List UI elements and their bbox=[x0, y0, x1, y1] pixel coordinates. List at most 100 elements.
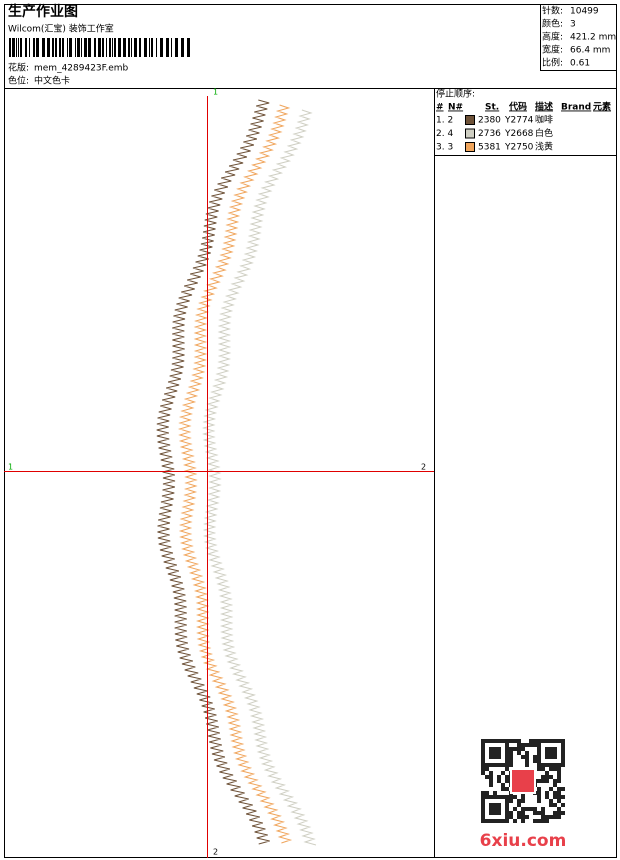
qr-module bbox=[505, 759, 509, 763]
stat-value: 3 bbox=[570, 20, 576, 30]
qr-module bbox=[497, 763, 501, 767]
bar bbox=[18, 38, 19, 57]
bar bbox=[94, 38, 96, 57]
qr-module bbox=[497, 803, 501, 807]
bar bbox=[52, 38, 54, 57]
qr-module bbox=[509, 763, 513, 767]
bar bbox=[171, 38, 172, 57]
bar bbox=[112, 38, 113, 57]
qr-module bbox=[489, 751, 493, 755]
qr-module bbox=[505, 779, 509, 783]
bar bbox=[67, 38, 68, 57]
qr-module bbox=[545, 791, 549, 795]
qr-module bbox=[525, 763, 529, 767]
qr-module bbox=[497, 811, 501, 815]
qr-module bbox=[537, 799, 541, 803]
qr-module bbox=[561, 743, 565, 747]
qr-module bbox=[537, 747, 541, 751]
bar bbox=[102, 38, 104, 57]
qr-module bbox=[557, 763, 561, 767]
qr-module bbox=[489, 803, 493, 807]
qr-module bbox=[521, 799, 525, 803]
qr-module bbox=[537, 743, 541, 747]
bar bbox=[84, 38, 87, 57]
bar bbox=[62, 38, 64, 57]
qr-module bbox=[545, 771, 549, 775]
bar bbox=[9, 38, 11, 57]
qr-module bbox=[497, 739, 501, 743]
qr-module bbox=[557, 811, 561, 815]
qr-module bbox=[481, 771, 485, 775]
qr-module bbox=[485, 819, 489, 823]
qr-module bbox=[489, 771, 493, 775]
column-header: Brand bbox=[561, 103, 591, 113]
qr-module bbox=[481, 803, 485, 807]
sequence-table: # N# St. 代码 描述 Brand 元素 1. 2 2380 Y2774 咖啡 2. 4 2736… bbox=[436, 101, 611, 153]
qr-module bbox=[509, 759, 513, 763]
bar bbox=[16, 38, 17, 57]
qr-module bbox=[517, 811, 521, 815]
qr-module bbox=[509, 739, 513, 743]
color-swatch bbox=[465, 128, 475, 139]
bar bbox=[118, 38, 121, 57]
qr-module bbox=[505, 763, 509, 767]
qr-module bbox=[561, 755, 565, 759]
qr-module bbox=[533, 755, 537, 759]
design-file: mem_4289423F.emb bbox=[34, 64, 129, 74]
qr-module bbox=[529, 739, 533, 743]
qr-module bbox=[561, 795, 565, 799]
qr-module bbox=[549, 815, 553, 819]
qr-module bbox=[493, 807, 497, 811]
qr-module bbox=[493, 751, 497, 755]
design-label: 花版: bbox=[8, 62, 29, 74]
qr-module bbox=[497, 819, 501, 823]
stat-label: 比例: bbox=[542, 57, 563, 69]
qr-module bbox=[509, 811, 513, 815]
sequence-title: 停止顺序: bbox=[436, 88, 475, 100]
qr-module bbox=[553, 755, 557, 759]
qr-module bbox=[505, 819, 509, 823]
stitch-run bbox=[177, 104, 293, 844]
row-order: 2. 4 bbox=[436, 129, 453, 139]
bar bbox=[134, 38, 137, 57]
axis-label: 1 bbox=[213, 88, 218, 97]
qr-module bbox=[561, 787, 565, 791]
stat-label: 高度: bbox=[542, 31, 563, 43]
bar bbox=[42, 38, 45, 57]
qr-module bbox=[481, 767, 485, 771]
qr-module bbox=[549, 747, 553, 751]
qr-module bbox=[549, 739, 553, 743]
qr-module bbox=[493, 803, 497, 807]
qr-module bbox=[557, 779, 561, 783]
bar bbox=[166, 38, 169, 57]
qr-module bbox=[553, 763, 557, 767]
qr-module bbox=[549, 787, 553, 791]
bar bbox=[149, 38, 150, 57]
qr-module bbox=[525, 743, 529, 747]
qr-module bbox=[545, 747, 549, 751]
qr-module bbox=[489, 775, 493, 779]
qr-module bbox=[505, 795, 509, 799]
qr-module bbox=[533, 743, 537, 747]
qr-module bbox=[541, 763, 545, 767]
qr-module bbox=[549, 755, 553, 759]
bar bbox=[109, 38, 111, 57]
bar bbox=[29, 38, 30, 57]
color-swatch bbox=[465, 142, 475, 152]
row-stitches: 2380 bbox=[478, 116, 501, 126]
qr-module bbox=[501, 763, 505, 767]
qr-module bbox=[537, 819, 541, 823]
qr-module bbox=[481, 819, 485, 823]
qr-module bbox=[509, 755, 513, 759]
qr-module bbox=[549, 767, 553, 771]
qr-module bbox=[509, 747, 513, 751]
qr-module bbox=[557, 799, 561, 803]
qr-module bbox=[505, 755, 509, 759]
qr-module bbox=[521, 811, 525, 815]
qr-module bbox=[505, 815, 509, 819]
qr-module bbox=[485, 791, 489, 795]
qr-module bbox=[485, 767, 489, 771]
axis-label: 1 bbox=[8, 463, 13, 472]
qr-module bbox=[561, 811, 565, 815]
